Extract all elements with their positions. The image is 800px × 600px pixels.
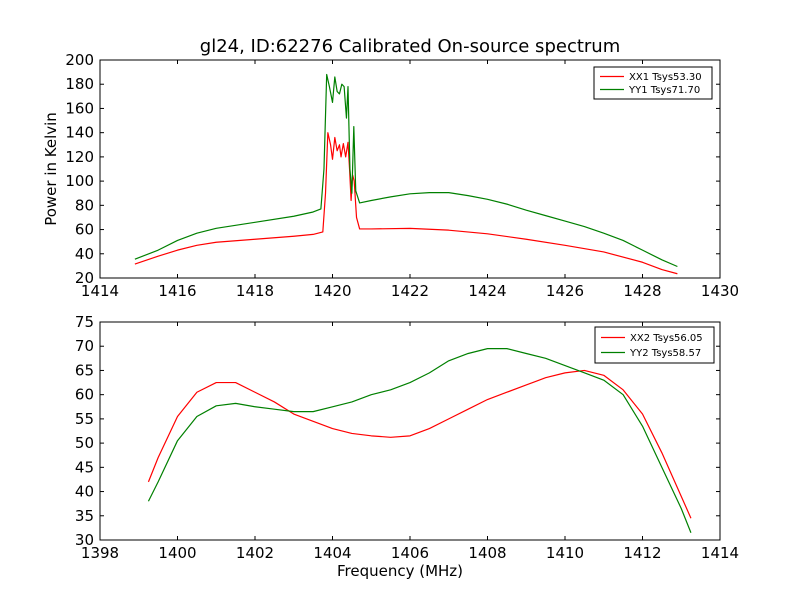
top-y-tick-label: 200 (65, 51, 94, 69)
top-y-tick-label: 120 (65, 148, 94, 166)
bottom-y-tick-label: 40 (75, 483, 94, 501)
bottom-series-layer (147, 348, 692, 533)
top-series-line-1 (134, 132, 678, 275)
top-series-line-2 (134, 73, 678, 268)
top-y-tick-label: 160 (65, 99, 94, 117)
top-x-tick-label: 1430 (701, 282, 739, 300)
top-x-tick-label: 1424 (468, 282, 506, 300)
bottom-y-tick-label: 55 (75, 410, 94, 428)
bottom-x-tick-label: 1404 (313, 544, 351, 562)
top-legend-label-1: XX1 Tsys53.30 (629, 72, 702, 83)
bottom-legend: XX2 Tsys56.05 YY2 Tsys58.57 (594, 326, 715, 364)
top-ticks: 1414 1416 1418 1420 1422 1424 1426 1428 1430 20 40… (65, 51, 739, 300)
bottom-x-tick-label: 1414 (701, 544, 739, 562)
bottom-y-tick-label: 60 (75, 386, 94, 404)
top-y-tick-label: 80 (75, 196, 94, 214)
bottom-y-tick-label: 65 (75, 361, 94, 379)
figure-title: gl24, ID:62276 Calibrated On-source spec… (200, 36, 620, 57)
top-x-tick-label: 1414 (81, 282, 119, 300)
top-series-layer (134, 73, 678, 275)
bottom-x-tick-label: 1400 (158, 544, 196, 562)
bottom-y-tick-label: 75 (75, 313, 94, 331)
bottom-series-line-1 (147, 369, 692, 519)
bottom-x-axis-label: Frequency (MHz) (337, 562, 463, 580)
top-x-tick-label: 1426 (546, 282, 584, 300)
top-x-tick-label: 1416 (158, 282, 196, 300)
bottom-y-tick-label: 35 (75, 507, 94, 525)
top-y-axis-label: Power in Kelvin (42, 112, 60, 226)
bottom-legend-label-1: XX2 Tsys56.05 (630, 333, 703, 344)
bottom-legend-frame (594, 326, 715, 364)
bottom-legend-label-2: YY2 Tsys58.57 (629, 348, 701, 359)
top-y-tick-label: 180 (65, 75, 94, 93)
top-legend: XX1 Tsys53.30 YY1 Tsys71.70 (593, 66, 713, 100)
bottom-x-tick-label: 1402 (236, 544, 274, 562)
top-legend-frame (593, 66, 713, 100)
bottom-x-tick-label: 1410 (546, 544, 584, 562)
top-legend-label-2: YY1 Tsys71.70 (628, 85, 700, 96)
top-y-tick-label: 100 (65, 172, 94, 190)
bottom-x-tick-label: 1398 (81, 544, 119, 562)
top-x-tick-label: 1422 (391, 282, 429, 300)
top-y-tick-label: 40 (75, 245, 94, 263)
bottom-y-tick-label: 45 (75, 458, 94, 476)
top-y-tick-label: 140 (65, 124, 94, 142)
top-y-tick-label: 20 (75, 269, 94, 287)
bottom-x-tick-label: 1406 (391, 544, 429, 562)
top-y-tick-label: 60 (75, 221, 94, 239)
top-x-tick-label: 1420 (313, 282, 351, 300)
bottom-ticks: 1398 1400 1402 1404 1406 1408 1410 1412 1414 30 35… (75, 313, 739, 562)
bottom-x-tick-label: 1412 (623, 544, 661, 562)
bottom-y-tick-label: 50 (75, 434, 94, 452)
top-x-tick-label: 1418 (236, 282, 274, 300)
bottom-x-tick-label: 1408 (468, 544, 506, 562)
bottom-series-line-2 (147, 348, 692, 533)
top-plot: 1414 1416 1418 1420 1422 1424 1426 1428 1430 20 40… (42, 51, 739, 300)
bottom-y-tick-label: 30 (75, 531, 94, 549)
top-x-tick-label: 1428 (623, 282, 661, 300)
bottom-y-tick-label: 70 (75, 337, 94, 355)
bottom-plot: 1398 1400 1402 1404 1406 1408 1410 1412 1414 30 35… (75, 313, 739, 580)
